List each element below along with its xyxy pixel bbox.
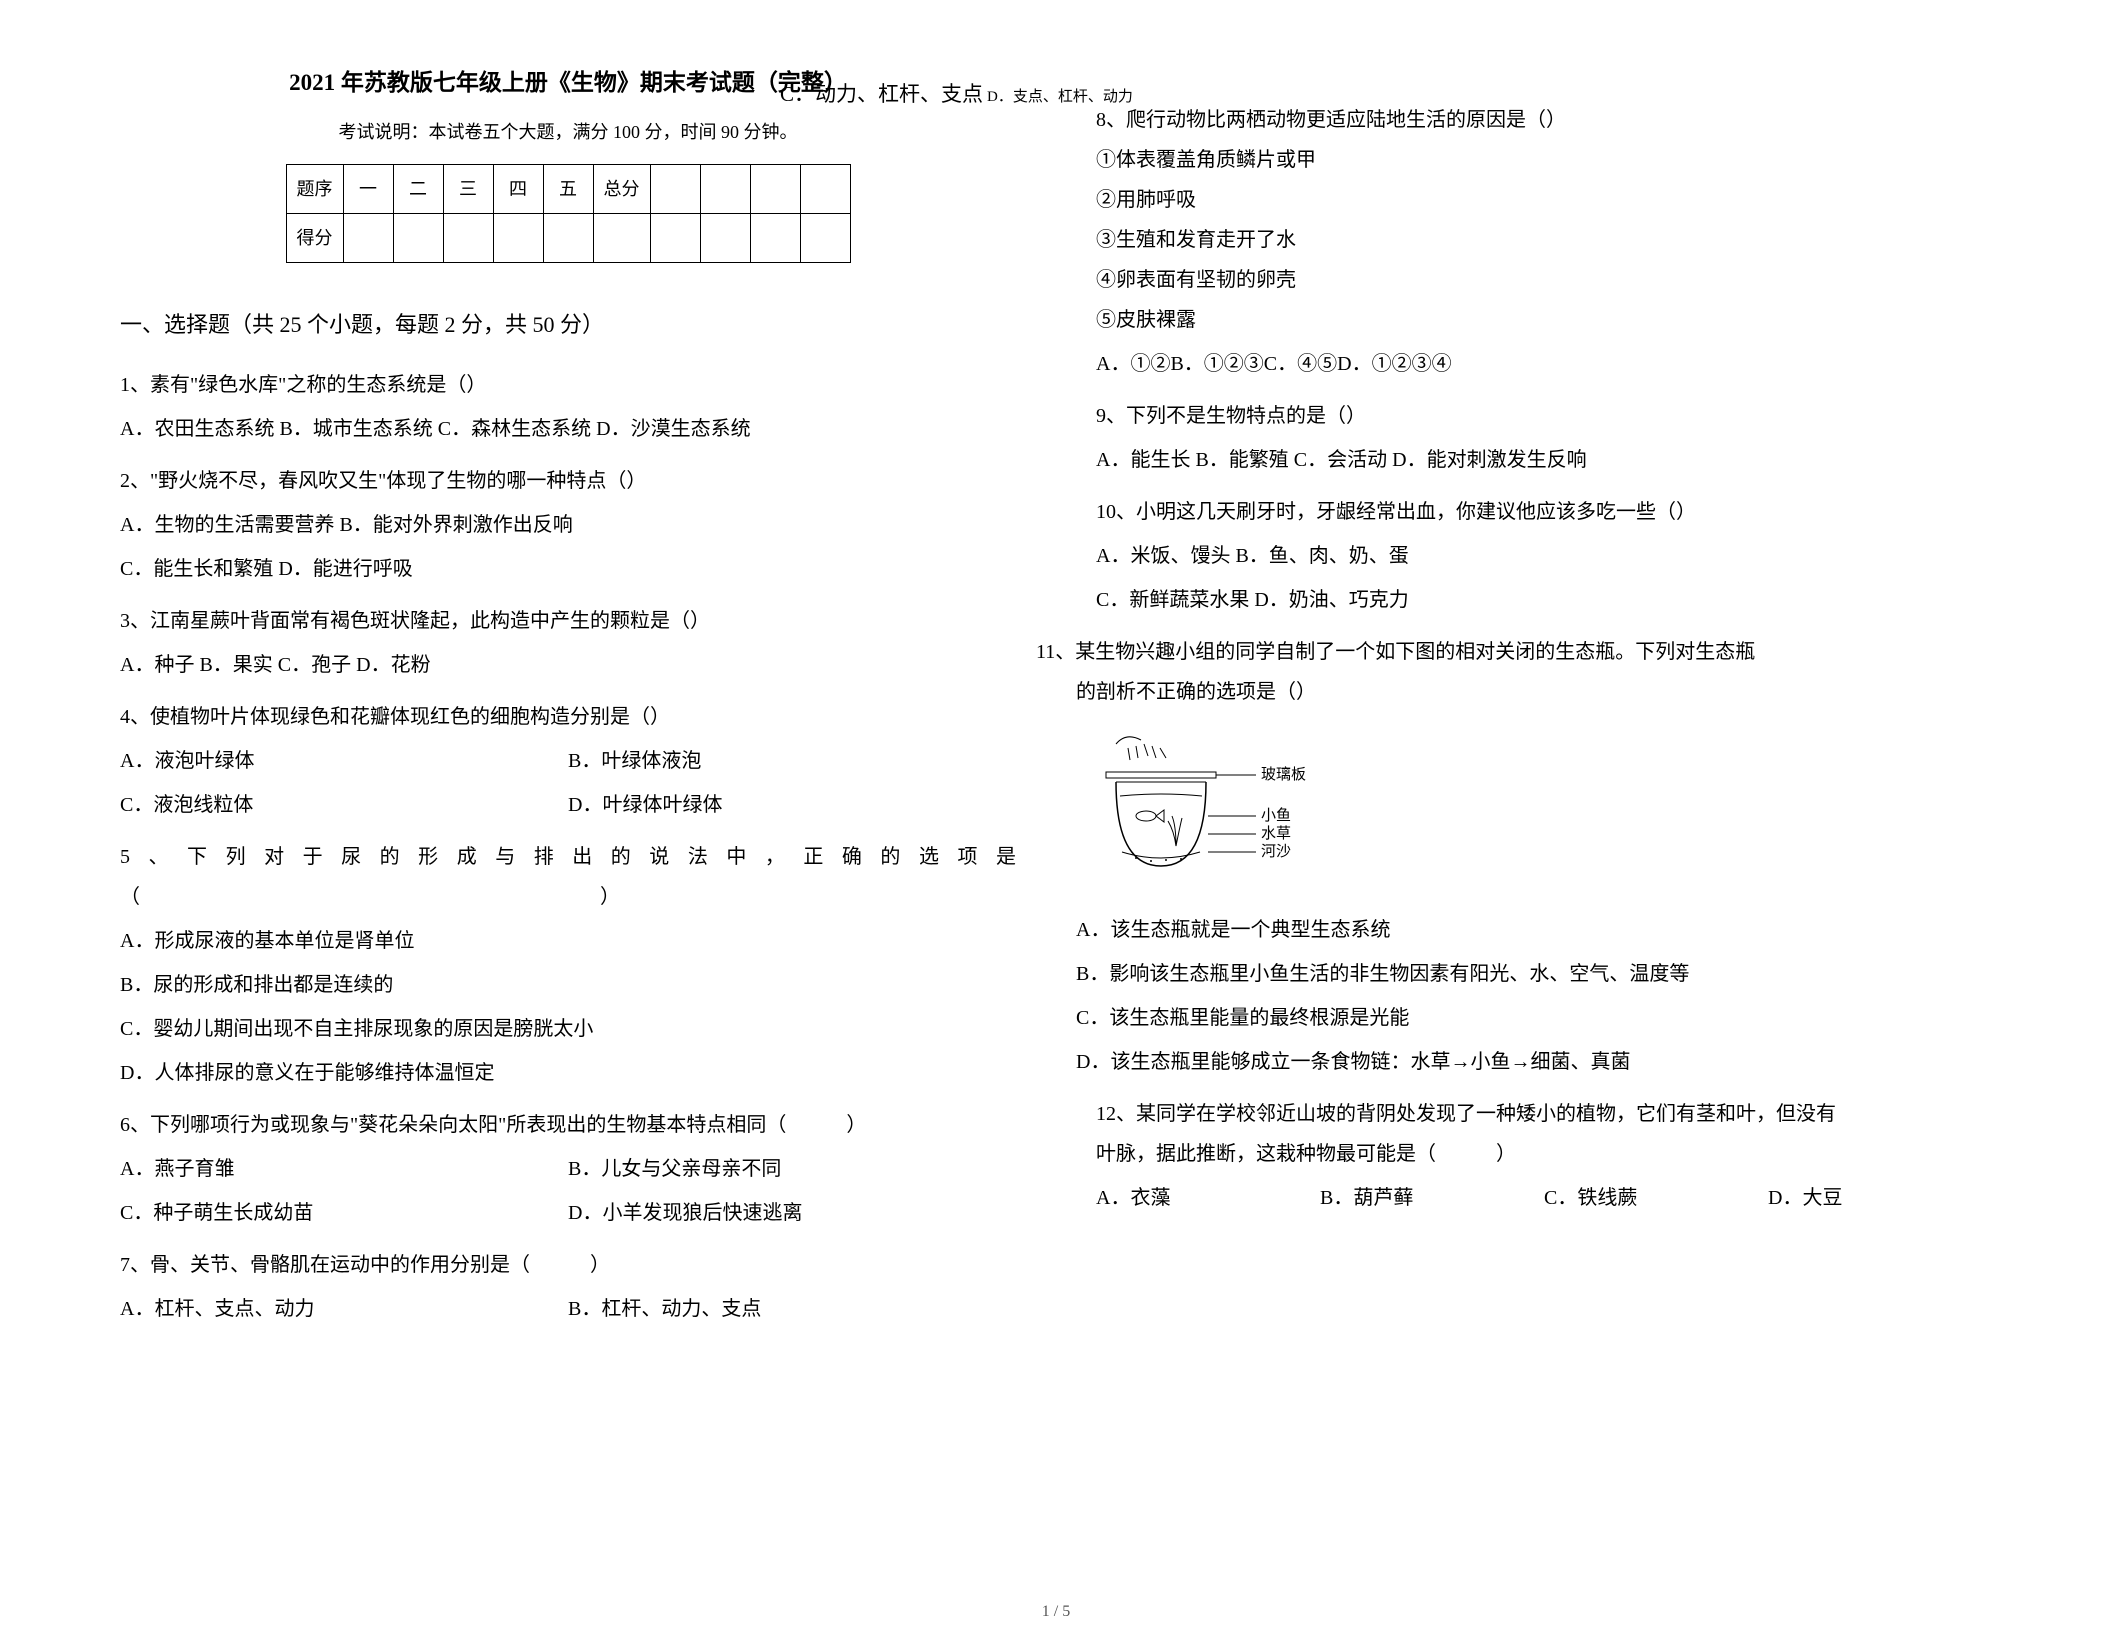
- q10-options-ab: A．米饭、馒头 B．鱼、肉、奶、蛋: [1096, 536, 1992, 576]
- q8-item-3: ③生殖和发育走开了水: [1096, 220, 1992, 260]
- score-header-row: 题序 一 二 三 四 五 总分: [286, 165, 850, 214]
- q8-stem: 8、爬行动物比两栖动物更适应陆地生活的原因是（）: [1096, 100, 1992, 140]
- question-7: 7、骨、关节、骨骼肌在运动中的作用分别是（ ） A．杠杆、支点、动力 B．杠杆、…: [120, 1245, 1016, 1329]
- q4-option-c: C．液泡线粒体: [120, 785, 568, 825]
- question-5: 5、下列对于尿的形成与排出的说法中，正确的选项是（ ） A．形成尿液的基本单位是…: [120, 837, 1016, 1093]
- q9-options: A．能生长 B．能繁殖 C．会活动 D．能对刺激发生反响: [1096, 440, 1992, 480]
- left-column: 2021 年苏教版七年级上册《生物》期末考试题（完整） 考试说明：本试卷五个大题…: [120, 60, 1016, 1601]
- q7-option-d: D．支点、杠杆、动力: [987, 85, 1133, 106]
- q6-option-b: B．儿女与父亲母亲不同: [568, 1149, 1016, 1189]
- q7-option-c: C．动力、杠杆、支点: [780, 78, 983, 108]
- fig-label-plant: 水草: [1261, 825, 1291, 842]
- q11-option-b: B．影响该生态瓶里小鱼生活的非生物因素有阳光、水、空气、温度等: [1036, 954, 1992, 994]
- q12-option-c: C．铁线蕨: [1544, 1178, 1768, 1218]
- ecosystem-bottle-figure: 玻璃板 小鱼 水草 河沙: [1056, 726, 1992, 896]
- q11-stem-2: 的剖析不正确的选项是（）: [1036, 672, 1992, 712]
- q11-stem-1: 11、某生物兴趣小组的同学自制了一个如下图的相对关闭的生态瓶。下列对生态瓶: [1036, 632, 1992, 672]
- question-4: 4、使植物叶片体现绿色和花瓣体现红色的细胞构造分别是（） A．液泡叶绿体 B．叶…: [120, 697, 1016, 825]
- score-value-row: 得分: [286, 214, 850, 263]
- question-6: 6、下列哪项行为或现象与"葵花朵朵向太阳"所表现出的生物基本特点相同（ ） A．…: [120, 1105, 1016, 1233]
- q3-options: A．种子 B．果实 C．孢子 D．花粉: [120, 645, 1016, 685]
- q7-option-a: A．杠杆、支点、动力: [120, 1289, 568, 1329]
- bottle-svg: 玻璃板 小鱼 水草 河沙: [1096, 726, 1316, 896]
- q3-stem: 3、江南星蕨叶背面常有褐色斑状隆起，此构造中产生的颗粒是（）: [120, 601, 1016, 641]
- section-1-heading: 一、选择题（共 25 个小题，每题 2 分，共 50 分）: [120, 303, 1016, 347]
- question-11: 11、某生物兴趣小组的同学自制了一个如下图的相对关闭的生态瓶。下列对生态瓶 的剖…: [1036, 632, 1992, 1082]
- q1-options: A．农田生态系统 B．城市生态系统 C．森林生态系统 D．沙漠生态系统: [120, 409, 1016, 449]
- fig-label-sand: 河沙: [1261, 843, 1291, 860]
- q8-item-1: ①体表覆盖角质鳞片或甲: [1096, 140, 1992, 180]
- q8-item-4: ④卵表面有坚韧的卵壳: [1096, 260, 1992, 300]
- q2-options-ab: A．生物的生活需要营养 B．能对外界刺激作出反响: [120, 505, 1016, 545]
- question-12: 12、某同学在学校邻近山坡的背阴处发现了一种矮小的植物，它们有茎和叶，但没有 叶…: [1096, 1094, 1992, 1218]
- question-3: 3、江南星蕨叶背面常有褐色斑状隆起，此构造中产生的颗粒是（） A．种子 B．果实…: [120, 601, 1016, 685]
- q11-option-d: D．该生态瓶里能够成立一条食物链：水草→小鱼→细菌、真菌: [1036, 1042, 1992, 1082]
- right-column: 8、爬行动物比两栖动物更适应陆地生活的原因是（） ①体表覆盖角质鳞片或甲 ②用肺…: [1096, 60, 1992, 1601]
- q8-options: A．①②B．①②③C．④⑤D．①②③④: [1096, 344, 1992, 384]
- fig-label-glass: 玻璃板: [1261, 765, 1306, 783]
- q5-option-c: C．婴幼儿期间出现不自主排尿现象的原因是膀胱太小: [120, 1009, 1016, 1049]
- question-9: 9、下列不是生物特点的是（） A．能生长 B．能繁殖 C．会活动 D．能对刺激发…: [1096, 396, 1992, 480]
- q5-option-b: B．尿的形成和排出都是连续的: [120, 965, 1016, 1005]
- question-2: 2、"野火烧不尽，春风吹又生"体现了生物的哪一种特点（） A．生物的生活需要营养…: [120, 461, 1016, 589]
- q6-option-d: D．小羊发现狼后快速逃离: [568, 1193, 1016, 1233]
- q4-option-b: B．叶绿体液泡: [568, 741, 1016, 781]
- q2-options-cd: C．能生长和繁殖 D．能进行呼吸: [120, 549, 1016, 589]
- q5-option-d: D．人体排尿的意义在于能够维持体温恒定: [120, 1053, 1016, 1093]
- q10-options-cd: C．新鲜蔬菜水果 D．奶油、巧克力: [1096, 580, 1992, 620]
- q6-option-a: A．燕子育雏: [120, 1149, 568, 1189]
- question-1: 1、素有"绿色水库"之称的生态系统是（） A．农田生态系统 B．城市生态系统 C…: [120, 365, 1016, 449]
- fig-label-fish: 小鱼: [1261, 806, 1291, 824]
- q1-stem: 1、素有"绿色水库"之称的生态系统是（）: [120, 365, 1016, 405]
- q9-stem: 9、下列不是生物特点的是（）: [1096, 396, 1992, 436]
- q8-item-5: ⑤皮肤裸露: [1096, 300, 1992, 340]
- score-table: 题序 一 二 三 四 五 总分 得分: [286, 164, 851, 263]
- page-container: 2021 年苏教版七年级上册《生物》期末考试题（完整） 考试说明：本试卷五个大题…: [120, 60, 1992, 1601]
- q12-stem-2: 叶脉，据此推断，这栽种物最可能是（ ）: [1096, 1134, 1992, 1174]
- q11-option-c: C．该生态瓶里能量的最终根源是光能: [1036, 998, 1992, 1038]
- q12-option-b: B．葫芦藓: [1320, 1178, 1544, 1218]
- question-10: 10、小明这几天刷牙时，牙龈经常出血，你建议他应该多吃一些（） A．米饭、馒头 …: [1096, 492, 1992, 620]
- q2-stem: 2、"野火烧不尽，春风吹又生"体现了生物的哪一种特点（）: [120, 461, 1016, 501]
- q12-stem-1: 12、某同学在学校邻近山坡的背阴处发现了一种矮小的植物，它们有茎和叶，但没有: [1096, 1094, 1992, 1134]
- q5-option-a: A．形成尿液的基本单位是肾单位: [120, 921, 1016, 961]
- question-8: 8、爬行动物比两栖动物更适应陆地生活的原因是（） ①体表覆盖角质鳞片或甲 ②用肺…: [1096, 100, 1992, 384]
- q7-overflow-options: C．动力、杠杆、支点 D．支点、杠杆、动力: [780, 78, 1133, 108]
- q7-option-b: B．杠杆、动力、支点: [568, 1289, 1016, 1329]
- exam-instructions: 考试说明：本试卷五个大题，满分 100 分，时间 90 分钟。: [120, 114, 1016, 150]
- q11-option-a: A．该生态瓶就是一个典型生态系统: [1036, 910, 1992, 950]
- q6-stem: 6、下列哪项行为或现象与"葵花朵朵向太阳"所表现出的生物基本特点相同（ ）: [120, 1105, 1016, 1145]
- q5-stem: 5、下列对于尿的形成与排出的说法中，正确的选项是（ ）: [120, 837, 1016, 917]
- page-number: 1 / 5: [1042, 1603, 1070, 1621]
- q4-stem: 4、使植物叶片体现绿色和花瓣体现红色的细胞构造分别是（）: [120, 697, 1016, 737]
- q12-option-a: A．衣藻: [1096, 1178, 1320, 1218]
- q4-option-d: D．叶绿体叶绿体: [568, 785, 1016, 825]
- q6-option-c: C．种子萌生长成幼苗: [120, 1193, 568, 1233]
- q4-option-a: A．液泡叶绿体: [120, 741, 568, 781]
- q10-stem: 10、小明这几天刷牙时，牙龈经常出血，你建议他应该多吃一些（）: [1096, 492, 1992, 532]
- q8-item-2: ②用肺呼吸: [1096, 180, 1992, 220]
- q7-stem: 7、骨、关节、骨骼肌在运动中的作用分别是（ ）: [120, 1245, 1016, 1285]
- q12-option-d: D．大豆: [1768, 1178, 1992, 1218]
